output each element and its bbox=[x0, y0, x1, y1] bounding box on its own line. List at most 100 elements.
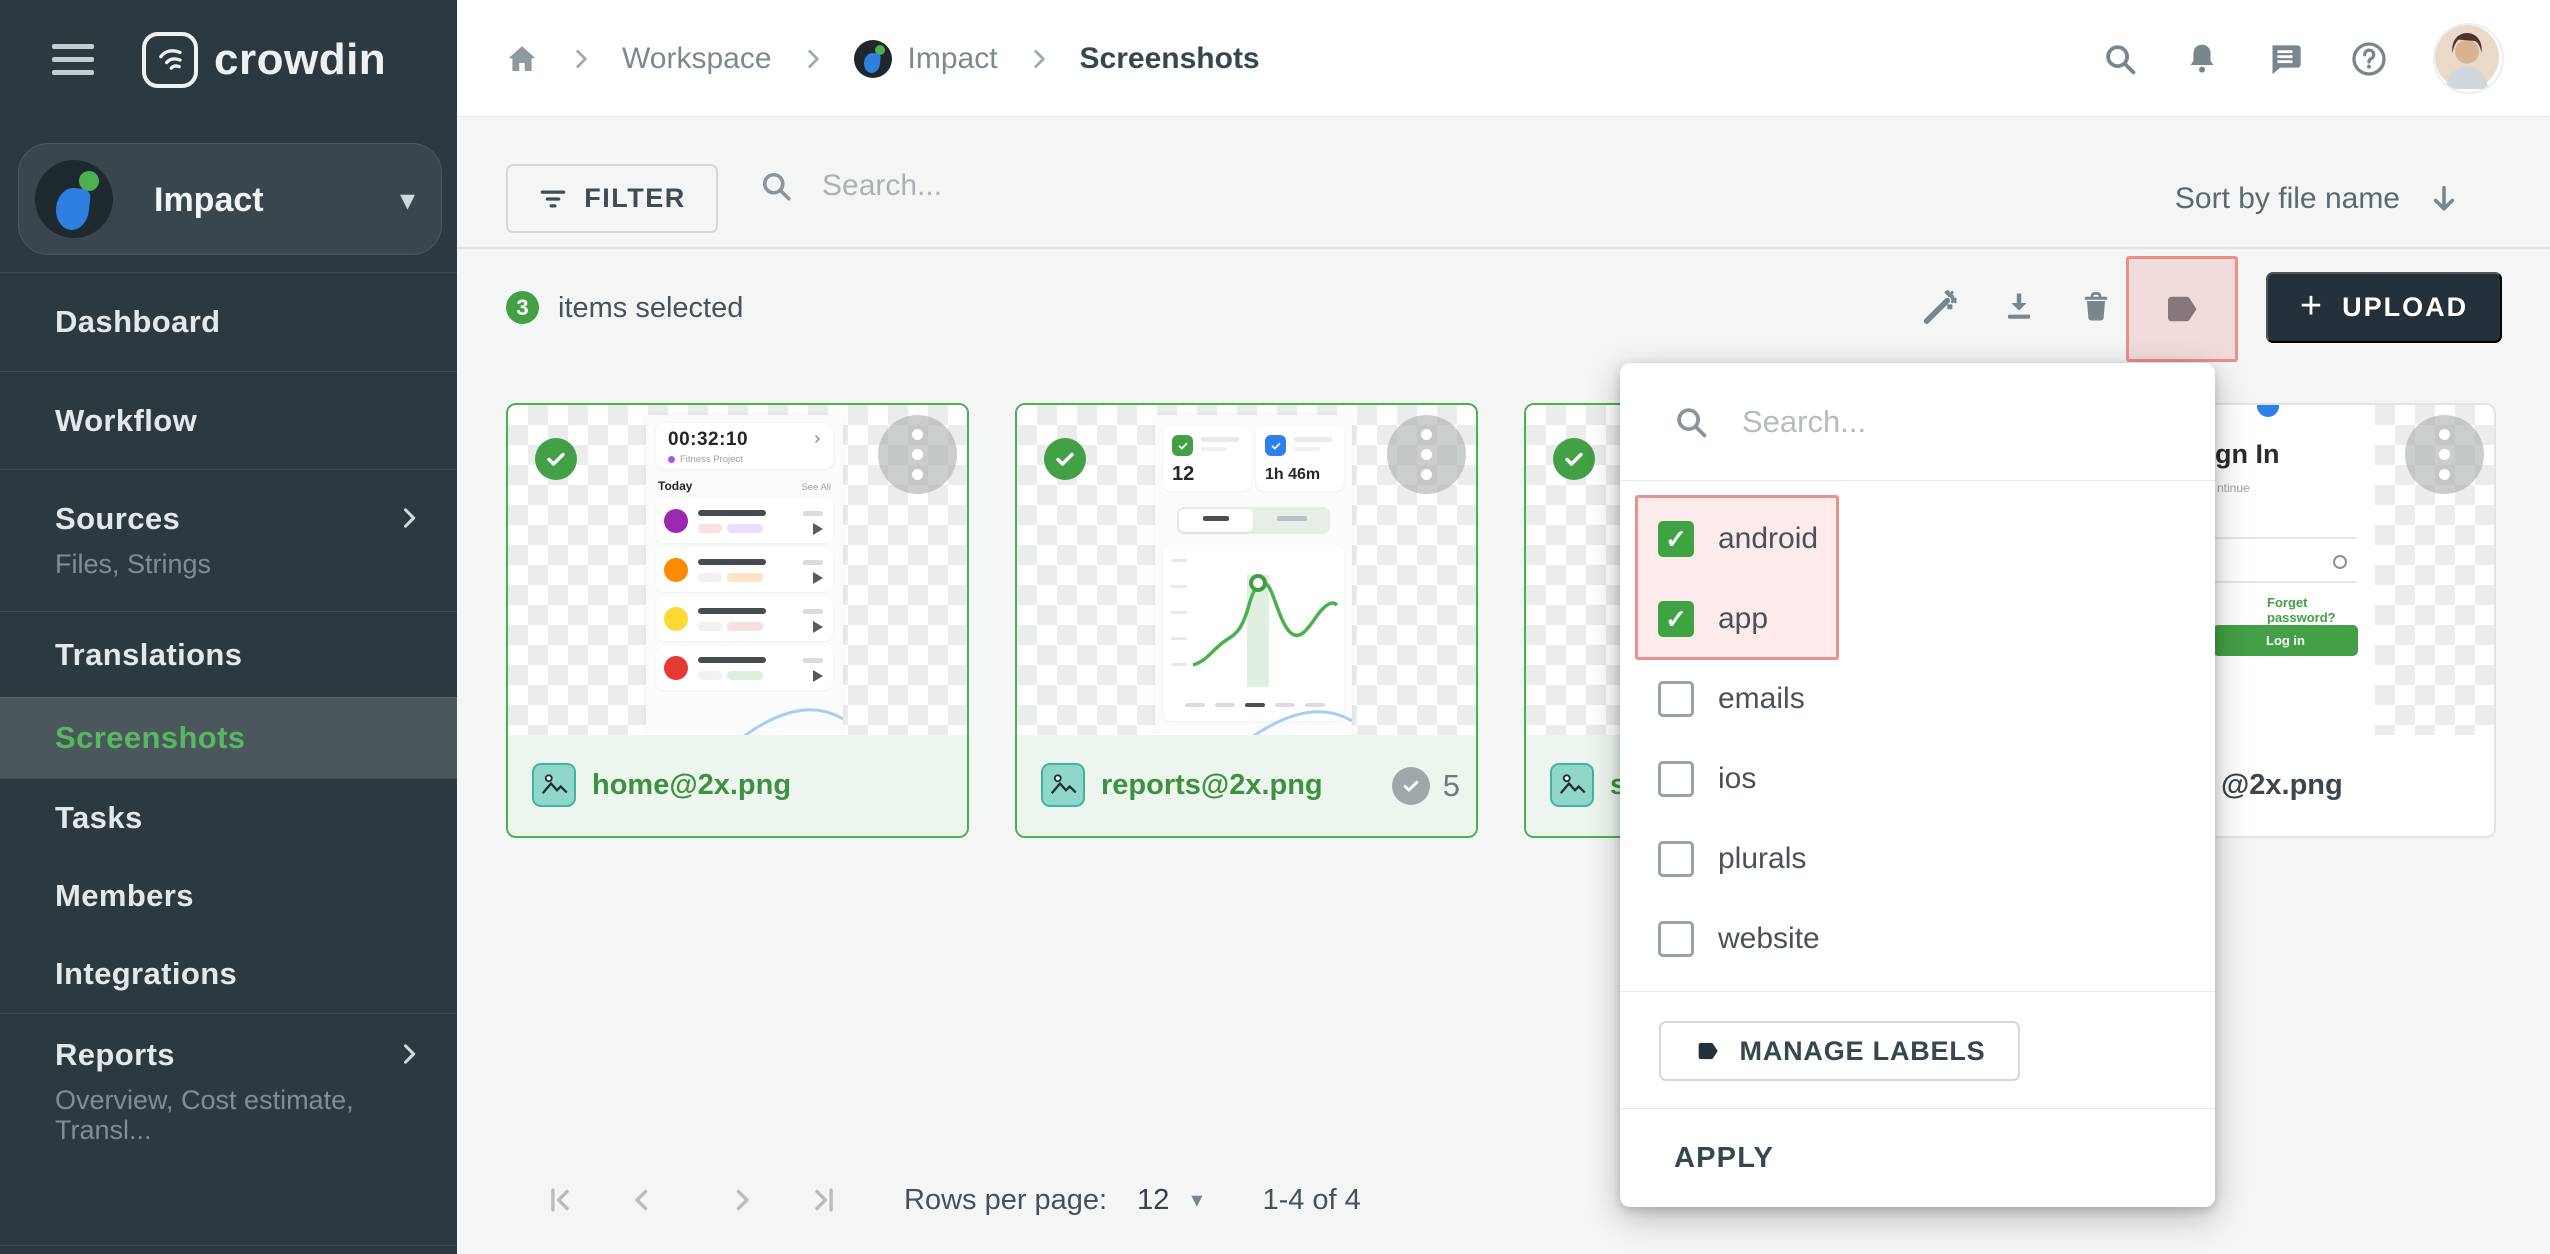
image-file-icon bbox=[1550, 763, 1594, 807]
chevron-right-icon bbox=[395, 1040, 423, 1068]
search-input[interactable] bbox=[820, 168, 1344, 204]
card-menu-icon[interactable] bbox=[2405, 415, 2484, 494]
help-icon[interactable] bbox=[2349, 39, 2389, 79]
labels-search-input[interactable] bbox=[1740, 402, 2124, 441]
previous-page-icon[interactable] bbox=[618, 1176, 666, 1224]
screenshot-card-home[interactable]: 00:32:10 Fitness Project Today See All h… bbox=[506, 403, 969, 838]
project-selector[interactable]: Impact ▾ bbox=[18, 143, 442, 255]
label-option-website[interactable]: website bbox=[1620, 899, 2215, 979]
manage-labels-label: MANAGE LABELS bbox=[1739, 1035, 1986, 1066]
crowdin-logo-icon bbox=[142, 32, 198, 88]
selected-check-icon[interactable] bbox=[1044, 438, 1086, 480]
thumb-timer-value: 00:32:10 bbox=[668, 429, 749, 450]
breadcrumb-project[interactable]: Impact bbox=[907, 41, 998, 75]
sort-control[interactable]: Sort by file name bbox=[2175, 164, 2462, 233]
checkbox-checked-icon[interactable]: ✓ bbox=[1658, 601, 1694, 637]
sidebar-item-members[interactable]: Members bbox=[55, 877, 194, 913]
chevron-down-icon: ▾ bbox=[399, 183, 415, 217]
label-option-ios[interactable]: ios bbox=[1620, 739, 2215, 819]
search-icon[interactable] bbox=[2101, 40, 2139, 78]
check-icon bbox=[1391, 766, 1430, 805]
apply-button[interactable]: APPLY bbox=[1674, 1141, 1775, 1174]
messages-icon[interactable] bbox=[2265, 39, 2305, 79]
sort-direction-arrow-icon[interactable] bbox=[2426, 181, 2462, 217]
notifications-bell-icon[interactable] bbox=[2183, 40, 2221, 78]
project-name: Impact bbox=[154, 180, 264, 219]
thumb-see-all: See All bbox=[801, 482, 831, 493]
chevron-right-icon bbox=[800, 46, 826, 72]
checkbox-checked-icon[interactable]: ✓ bbox=[1658, 521, 1694, 557]
rows-per-page-label: Rows per page: bbox=[904, 1183, 1108, 1216]
sort-label: Sort by file name bbox=[2174, 181, 2400, 215]
label-tool-highlight[interactable] bbox=[2126, 256, 2238, 362]
label-option-android[interactable]: ✓ android bbox=[1620, 499, 2215, 579]
delete-trash-icon[interactable] bbox=[2073, 284, 2119, 330]
checkbox-icon[interactable] bbox=[1658, 681, 1694, 717]
sidebar-item-screenshots[interactable]: Screenshots bbox=[0, 697, 457, 778]
label-tag-icon bbox=[2161, 288, 2203, 330]
selected-check-icon[interactable] bbox=[535, 438, 577, 480]
plus-icon: + bbox=[2299, 284, 2323, 327]
filter-button-label: FILTER bbox=[584, 183, 686, 213]
first-page-icon[interactable] bbox=[536, 1176, 584, 1224]
sidebar-nav: Dashboard Workflow Sources Files, String… bbox=[0, 272, 457, 1246]
manage-labels-section: MANAGE LABELS bbox=[1620, 991, 2215, 1108]
manage-labels-button[interactable]: MANAGE LABELS bbox=[1659, 1021, 2020, 1081]
card-footer: home@2x.png bbox=[508, 735, 967, 836]
selected-count-badge: 3 bbox=[506, 291, 539, 324]
card-filename[interactable]: @2x.png bbox=[2221, 769, 2343, 801]
label-option-emails[interactable]: emails bbox=[1620, 659, 2215, 739]
sidebar-item-translations[interactable]: Translations bbox=[0, 611, 457, 697]
sidebar-item-tasks[interactable]: Tasks bbox=[0, 778, 457, 856]
rows-per-page-caret-icon[interactable]: ▾ bbox=[1191, 1187, 1203, 1212]
label-tag-icon bbox=[1694, 1037, 1722, 1065]
search-icon bbox=[758, 168, 794, 204]
card-menu-icon[interactable] bbox=[878, 415, 957, 494]
card-filename[interactable]: reports@2x.png bbox=[1101, 769, 1323, 801]
filter-button[interactable]: FILTER bbox=[506, 164, 718, 233]
labels-dropdown: ✓ android ✓ app emails ios plurals websi… bbox=[1620, 363, 2215, 1207]
user-avatar[interactable] bbox=[2433, 23, 2504, 94]
selected-check-icon[interactable] bbox=[1553, 438, 1595, 480]
breadcrumb-workspace[interactable]: Workspace bbox=[622, 41, 772, 75]
sidebar-item-integrations[interactable]: Integrations bbox=[55, 956, 238, 991]
auto-tag-wand-icon[interactable] bbox=[1917, 284, 1963, 330]
project-avatar bbox=[35, 160, 113, 238]
search-icon bbox=[1672, 403, 1710, 441]
last-page-icon[interactable] bbox=[800, 1176, 848, 1224]
upload-button-label: UPLOAD bbox=[2342, 292, 2469, 322]
label-option-plurals[interactable]: plurals bbox=[1620, 819, 2215, 899]
thumb-stat-value: 1h 46m bbox=[1265, 466, 1321, 483]
screenshot-card-reports[interactable]: 12 1h 46m bbox=[1015, 403, 1478, 838]
crowdin-logo[interactable]: crowdin bbox=[142, 32, 386, 88]
home-icon[interactable] bbox=[504, 41, 540, 77]
sidebar-item-reports[interactable]: Reports Overview, Cost estimate, Transl.… bbox=[0, 1013, 457, 1246]
rows-per-page-value[interactable]: 12 bbox=[1137, 1183, 1170, 1216]
checkbox-icon[interactable] bbox=[1658, 841, 1694, 877]
card-filename[interactable]: home@2x.png bbox=[592, 769, 792, 801]
card-menu-icon[interactable] bbox=[1387, 415, 1466, 494]
menu-icon[interactable] bbox=[52, 44, 94, 78]
thumb-login-button: Log in bbox=[2213, 625, 2358, 656]
label-option-app[interactable]: ✓ app bbox=[1620, 579, 2215, 659]
card-footer: reports@2x.png 5 bbox=[1017, 735, 1476, 836]
selected-count-label: items selected bbox=[558, 292, 744, 324]
image-file-icon bbox=[532, 763, 576, 807]
screenshot-search bbox=[758, 168, 1344, 204]
checkbox-icon[interactable] bbox=[1658, 761, 1694, 797]
download-icon[interactable] bbox=[1996, 284, 2042, 330]
chevron-right-icon bbox=[1026, 46, 1052, 72]
pagination: Rows per page: 12 ▾ 1-4 of 4 bbox=[536, 1172, 1361, 1228]
next-page-icon[interactable] bbox=[718, 1176, 766, 1224]
filter-icon bbox=[538, 184, 568, 214]
sidebar-item-sources[interactable]: Sources Files, Strings bbox=[0, 469, 457, 611]
thumb-section-label: Today bbox=[658, 479, 693, 493]
thumb-forgot-link: Forget password? bbox=[2267, 595, 2336, 625]
sidebar-item-dashboard[interactable]: Dashboard bbox=[0, 272, 457, 371]
checkbox-icon[interactable] bbox=[1658, 921, 1694, 957]
chevron-right-icon bbox=[568, 46, 594, 72]
tagged-strings-count: 5 bbox=[1442, 767, 1460, 803]
upload-button[interactable]: + UPLOAD bbox=[2266, 272, 2502, 343]
project-icon bbox=[853, 39, 892, 78]
sidebar-item-workflow[interactable]: Workflow bbox=[0, 371, 457, 469]
